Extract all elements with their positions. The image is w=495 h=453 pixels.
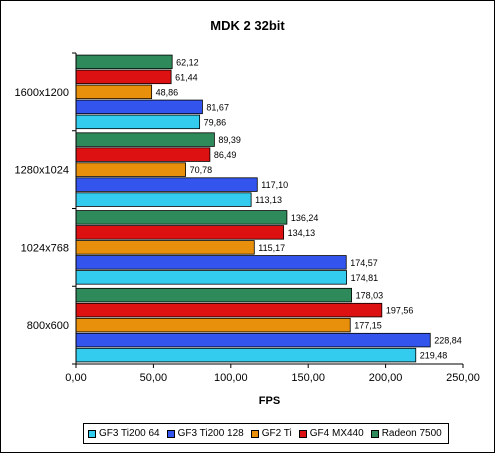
x-axis-title: FPS <box>259 395 280 407</box>
legend-label: GF4 MX440 <box>309 428 364 439</box>
bar-800x600-gf3-ti200-128 <box>75 332 431 348</box>
legend-label: GF2 Ti <box>261 428 292 439</box>
bar-1024x768-radeon-7500 <box>75 210 288 225</box>
bar-1600x1200-gf4-mx440 <box>75 69 172 85</box>
x-tick-label: 250,00 <box>446 372 480 384</box>
legend-label: Radeon 7500 <box>381 428 442 439</box>
data-label: 89,39 <box>218 135 241 145</box>
bar-1024x768-gf3-ti200-64 <box>75 270 348 285</box>
legend-item: GF4 MX440 <box>298 428 364 439</box>
category-label: 1600x1200 <box>15 87 69 99</box>
data-label: 117,10 <box>261 180 288 190</box>
bar-1280x1024-gf3-ti200-128 <box>75 177 258 192</box>
bar-1280x1024-gf2-ti <box>75 162 186 177</box>
x-tick-label: 200,00 <box>369 372 403 384</box>
bar-1280x1024-radeon-7500 <box>75 132 215 147</box>
legend-item: GF3 Ti200 128 <box>166 428 244 439</box>
category-label: 800x600 <box>27 320 69 332</box>
data-label: 174,57 <box>350 258 378 268</box>
bar-1600x1200-gf3-ti200-128 <box>75 99 203 115</box>
data-label: 197,56 <box>386 306 414 316</box>
legend: GF3 Ti200 64 GF3 Ti200 128 GF2 Ti GF4 MX440… <box>83 423 449 444</box>
x-tick-label: 50,00 <box>140 372 168 384</box>
legend-swatch <box>370 429 379 438</box>
bar-1024x768-gf2-ti <box>75 240 255 255</box>
legend-swatch <box>250 429 259 438</box>
legend-item: GF3 Ti200 64 <box>88 428 160 439</box>
data-label: 62,12 <box>176 57 199 67</box>
legend-swatch <box>298 429 307 438</box>
data-label: 178,03 <box>356 291 384 301</box>
data-label: 134,13 <box>288 228 316 238</box>
bar-800x600-gf3-ti200-64 <box>75 347 417 363</box>
data-label: 79,86 <box>204 117 227 127</box>
bars-layer <box>75 54 431 363</box>
data-label: 177,15 <box>354 321 382 331</box>
category-label: 1280x1024 <box>15 165 69 177</box>
bar-1024x768-gf3-ti200-128 <box>75 255 347 270</box>
x-tick-label: 150,00 <box>291 372 325 384</box>
labels-layer: 79,86 81,67 48,86 61,44 62,12 1600x1200 113,13… <box>15 57 480 407</box>
data-label: 70,78 <box>190 165 213 175</box>
x-tick-label: 0,00 <box>65 372 86 384</box>
bar-800x600-gf2-ti <box>75 317 351 333</box>
axes-layer <box>72 52 464 368</box>
data-label: 48,86 <box>156 87 179 97</box>
legend-swatch <box>88 429 96 438</box>
legend-label: GF3 Ti200 128 <box>177 428 244 439</box>
bar-1600x1200-radeon-7500 <box>75 54 173 70</box>
data-label: 115,17 <box>258 243 285 253</box>
data-label: 61,44 <box>175 72 198 82</box>
data-label: 86,49 <box>214 150 237 160</box>
x-tick-label: 100,00 <box>214 372 248 384</box>
legend-label: GF3 Ti200 64 <box>99 428 160 439</box>
legend-swatch <box>166 429 175 438</box>
bar-1600x1200-gf3-ti200-64 <box>75 114 201 130</box>
bar-1280x1024-gf4-mx440 <box>75 147 211 162</box>
data-label: 228,84 <box>434 336 462 346</box>
bar-1280x1024-gf3-ti200-64 <box>75 192 252 207</box>
legend-item: Radeon 7500 <box>370 428 442 439</box>
data-label: 81,67 <box>206 102 229 112</box>
data-label: 174,81 <box>351 273 379 283</box>
category-label: 1024x768 <box>21 242 69 254</box>
legend-item: GF2 Ti <box>250 428 292 439</box>
bar-1600x1200-gf2-ti <box>75 84 153 100</box>
data-label: 113,13 <box>255 195 282 205</box>
bar-1024x768-gf4-mx440 <box>75 225 285 240</box>
bar-800x600-radeon-7500 <box>75 287 352 303</box>
data-label: 219,48 <box>420 351 448 361</box>
chart-title: MDK 2 32bit <box>210 18 285 33</box>
bar-800x600-gf4-mx440 <box>75 302 383 318</box>
data-label: 136,24 <box>291 213 319 223</box>
